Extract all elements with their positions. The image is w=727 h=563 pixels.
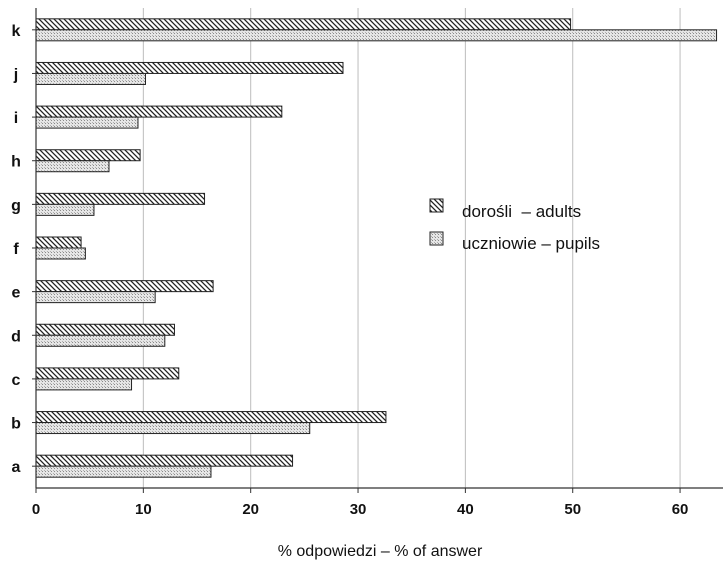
category-label-b: b bbox=[11, 416, 21, 433]
x-tick-labels: 0 10 20 30 40 50 60 bbox=[32, 488, 689, 518]
gridlines bbox=[142, 8, 681, 488]
bar-adults-g bbox=[35, 192, 206, 205]
bar-adults-j bbox=[35, 61, 344, 74]
bar-pupils-c bbox=[35, 378, 133, 391]
x-tick-label: 0 bbox=[32, 501, 40, 518]
bar-adults-b bbox=[35, 411, 387, 424]
category-label-j: j bbox=[13, 66, 18, 83]
legend-label-pupils: uczniowie – pupils bbox=[462, 234, 600, 253]
category-label-f: f bbox=[13, 241, 19, 258]
bar-adults-i bbox=[35, 105, 283, 118]
category-label-k: k bbox=[12, 23, 21, 40]
axes bbox=[32, 8, 723, 489]
legend-swatch-pupils bbox=[429, 231, 444, 246]
category-label-a: a bbox=[12, 459, 21, 476]
bar-pupils-d bbox=[35, 334, 166, 347]
category-label-c: c bbox=[12, 372, 21, 389]
bar-adults-c bbox=[35, 367, 180, 380]
bar-pupils-h bbox=[35, 160, 110, 173]
bar-pupils-b bbox=[35, 422, 311, 435]
bar-pupils-j bbox=[35, 72, 146, 85]
bar-adults-a bbox=[35, 454, 294, 467]
x-tick-label: 30 bbox=[350, 501, 367, 518]
bar-adults-f bbox=[35, 236, 82, 249]
category-label-g: g bbox=[11, 197, 21, 214]
legend: dorośli – adults uczniowie – pupils bbox=[429, 198, 600, 253]
bar-pupils-g bbox=[35, 203, 95, 216]
bar-adults-k bbox=[35, 18, 572, 31]
x-tick-label: 60 bbox=[672, 501, 689, 518]
bar-adults-e bbox=[35, 280, 214, 293]
x-tick-label: 50 bbox=[564, 501, 581, 518]
bar-adults-d bbox=[35, 323, 175, 336]
x-tick-label: 40 bbox=[457, 501, 474, 518]
x-tick-label: 20 bbox=[242, 501, 259, 518]
category-label-i: i bbox=[14, 110, 18, 127]
x-axis-title: % odpowiedzi – % of answer bbox=[278, 543, 483, 560]
bar-pupils-k bbox=[35, 29, 718, 42]
bar-pupils-i bbox=[35, 116, 139, 129]
category-label-e: e bbox=[12, 285, 21, 302]
bar-pupils-a bbox=[35, 465, 212, 478]
bar-adults-h bbox=[35, 149, 141, 162]
legend-swatch-adults bbox=[429, 198, 444, 213]
category-label-d: d bbox=[11, 328, 21, 345]
bar-pupils-e bbox=[35, 291, 156, 304]
bars bbox=[35, 18, 718, 478]
category-label-h: h bbox=[11, 154, 21, 171]
category-labels: k j i h g f e d c b a bbox=[11, 23, 21, 476]
bar-pupils-f bbox=[35, 247, 86, 260]
x-tick-label: 10 bbox=[135, 501, 152, 518]
legend-label-adults: dorośli – adults bbox=[462, 202, 581, 221]
